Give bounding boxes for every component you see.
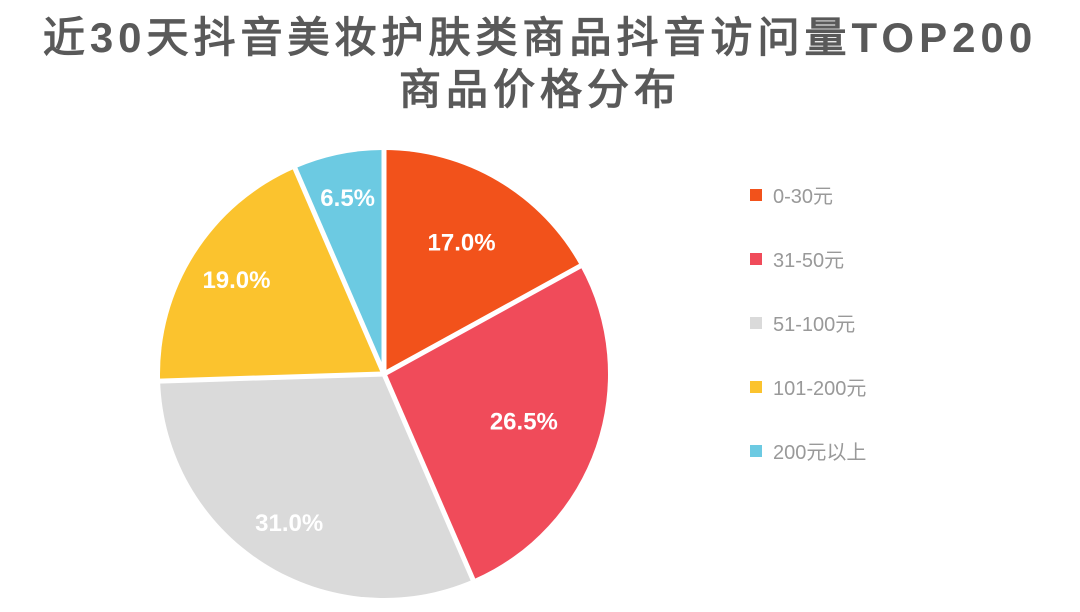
slice-separator <box>292 166 387 375</box>
chart-title-line1: 近30天抖音美妆护肤类商品抖音访问量TOP200 <box>42 14 1038 61</box>
legend-label: 101-200元 <box>773 378 867 400</box>
legend-item-200元以上: 200元以上 <box>750 436 866 465</box>
legend-swatch-icon <box>750 380 762 393</box>
pie-slice-label-101-200元: 19.0% <box>202 267 270 294</box>
legend-item-51-100元: 51-100元 <box>750 308 866 337</box>
legend-label: 200元以上 <box>773 442 867 464</box>
legend-swatch-icon <box>750 188 762 201</box>
pie-slice-51-100元 <box>160 374 473 598</box>
slice-separator <box>382 263 583 377</box>
legend-swatch-icon <box>750 252 762 265</box>
legend-swatch-icon <box>750 316 762 329</box>
pie-slice-label-200元以上: 6.5% <box>320 185 375 212</box>
legend-label: 0-30元 <box>773 186 834 208</box>
legend-swatch-icon <box>750 444 762 457</box>
pie-slice-label-0-30元: 17.0% <box>428 229 496 256</box>
pie-slice-label-31-50元: 26.5% <box>490 408 558 435</box>
legend-item-31-50元: 31-50元 <box>750 244 866 273</box>
legend: 0-30元 31-50元 51-100元 101-200元 200元以上 <box>750 180 866 465</box>
legend-label: 31-50元 <box>773 250 845 272</box>
pie-slice-label-51-100元: 31.0% <box>255 510 323 537</box>
pie-slice-101-200元 <box>160 168 384 382</box>
chart-title-line2: 商品价格分布 <box>398 66 681 113</box>
legend-label: 51-100元 <box>773 314 856 336</box>
slice-separator <box>159 371 385 384</box>
chart-title: 近30天抖音美妆护肤类商品抖音访问量TOP200 商品价格分布 <box>0 12 1080 116</box>
legend-item-101-200元: 101-200元 <box>750 372 866 401</box>
pie-slice-0-30元 <box>384 150 581 374</box>
slice-separator <box>381 373 476 582</box>
legend-item-0-30元: 0-30元 <box>750 180 866 209</box>
